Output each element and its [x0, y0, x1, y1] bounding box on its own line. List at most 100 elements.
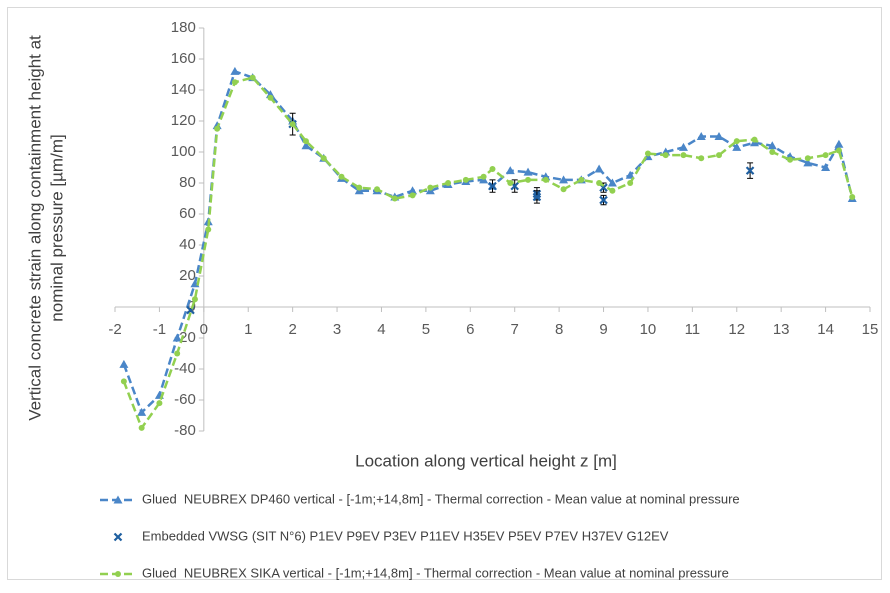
data-point	[732, 142, 742, 151]
legend-marker	[115, 571, 121, 577]
x-tick-label: 5	[422, 321, 430, 338]
data-point	[698, 155, 705, 162]
data-point	[174, 350, 181, 357]
x-tick-label: 13	[773, 321, 790, 338]
data-point	[427, 184, 434, 191]
data-point	[302, 138, 309, 145]
legend-marker	[113, 495, 123, 504]
data-point	[409, 192, 416, 199]
x-tick-label: 1	[244, 321, 252, 338]
data-point	[769, 149, 776, 155]
x-tick-label: 7	[511, 321, 519, 338]
y-tick-label: -80	[174, 422, 196, 439]
data-point	[462, 176, 469, 183]
data-point	[249, 74, 256, 81]
x-tick-label: 14	[817, 321, 834, 338]
data-point	[627, 180, 634, 186]
y-tick-label: -60	[174, 391, 196, 408]
data-point	[662, 152, 669, 159]
data-point	[596, 180, 603, 186]
data-point	[607, 178, 617, 187]
data-point	[156, 400, 163, 407]
data-point	[559, 175, 569, 184]
y-tick-label: 80	[179, 174, 196, 191]
x-tick-label: 6	[466, 321, 474, 338]
y-tick-label: 20	[179, 267, 196, 284]
data-point	[488, 181, 497, 191]
data-point	[338, 173, 345, 180]
y-tick-label: -40	[174, 360, 196, 377]
x-tick-label: 15	[862, 321, 879, 338]
data-point	[609, 187, 616, 194]
data-point	[525, 176, 532, 183]
data-point	[489, 166, 496, 173]
y-tick-label: 140	[171, 81, 196, 98]
x-tick-label: -1	[153, 321, 166, 338]
y-tick-label: -20	[174, 329, 196, 346]
x-tick-label: 8	[555, 321, 563, 338]
data-point	[849, 193, 856, 200]
data-point	[822, 152, 829, 159]
data-point	[408, 186, 418, 195]
x-tick-label: 4	[377, 321, 385, 338]
data-point	[542, 176, 549, 183]
data-point	[523, 167, 533, 176]
data-point	[480, 173, 487, 180]
data-point	[599, 195, 608, 205]
data-point	[214, 125, 221, 132]
y-tick-label: 120	[171, 112, 196, 129]
data-point	[804, 155, 811, 162]
x-tick-label: -2	[108, 321, 121, 338]
x-tick-label: 2	[288, 321, 296, 338]
y-tick-label: 40	[179, 236, 196, 253]
data-point	[505, 166, 515, 175]
data-point	[445, 180, 452, 186]
data-point	[835, 147, 842, 154]
data-point	[560, 186, 567, 193]
x-tick-label: 12	[728, 321, 745, 338]
y-tick-label: 180	[171, 19, 196, 36]
data-point	[391, 195, 398, 202]
data-point	[714, 132, 724, 140]
data-point	[578, 176, 585, 183]
x-tick-label: 10	[640, 321, 657, 338]
data-point	[231, 79, 238, 86]
data-point	[267, 94, 274, 101]
y-tick-label: 60	[179, 205, 196, 222]
x-tick-label: 0	[200, 321, 208, 338]
data-point	[745, 166, 755, 175]
data-point	[507, 180, 514, 186]
data-point	[803, 158, 813, 167]
data-point	[230, 66, 240, 75]
x-axis-title: Location along vertical height z [m]	[355, 451, 617, 470]
y-tick-label: 160	[171, 50, 196, 67]
data-point	[138, 424, 145, 431]
data-point	[301, 141, 311, 150]
x-tick-label: 11	[685, 321, 701, 338]
y-tick-label: 100	[171, 143, 196, 160]
data-point	[733, 138, 740, 145]
legend-label: Embedded VWSG (SIT N°6) P1EV P9EV P3EV P…	[142, 528, 669, 543]
data-point	[119, 359, 129, 368]
x-tick-label: 3	[333, 321, 341, 338]
data-point	[172, 333, 182, 342]
data-point	[767, 141, 777, 150]
y-axis-title-line: Vertical concrete strain along containme…	[25, 35, 44, 421]
data-point	[289, 121, 296, 128]
x-tick-label: 9	[599, 321, 607, 338]
legend-marker	[113, 532, 123, 542]
data-point	[751, 136, 758, 143]
data-point	[532, 192, 542, 202]
legend-label: Glued NEUBREX SIKA vertical - [-1m;+14,8…	[142, 565, 729, 580]
y-axis-title-line: nominal pressure [µm/m]	[47, 134, 66, 321]
data-point	[320, 155, 327, 162]
data-point	[716, 152, 722, 159]
data-point	[205, 226, 212, 233]
data-point	[678, 142, 688, 151]
data-point	[625, 170, 635, 179]
data-point	[594, 164, 604, 173]
series-line	[122, 76, 854, 431]
data-point	[137, 407, 147, 416]
